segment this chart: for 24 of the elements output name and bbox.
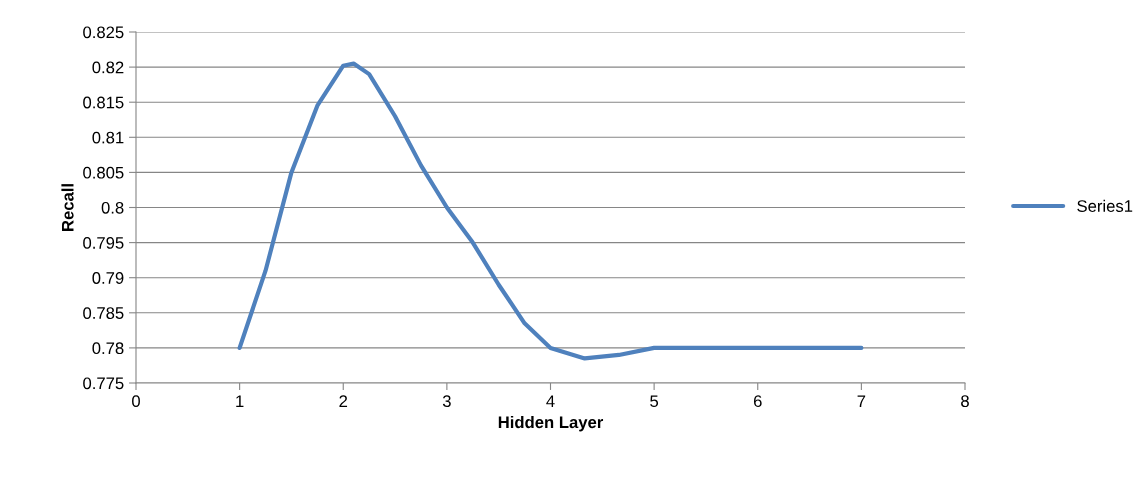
y-tick-label: 0.775 xyxy=(83,377,124,390)
y-tick-label: 0.815 xyxy=(83,96,124,109)
x-tick-label: 8 xyxy=(961,395,969,408)
y-tick-label: 0.805 xyxy=(83,166,124,179)
y-tick-label: 0.82 xyxy=(92,61,124,74)
line-series xyxy=(237,61,864,361)
x-tick-label: 7 xyxy=(857,395,866,407)
y-tick-label: 0.81 xyxy=(92,131,124,144)
y-tick-label: 0.8 xyxy=(101,201,124,214)
x-tick-label: 1 xyxy=(236,395,244,407)
y-tick-label: 0.795 xyxy=(83,237,124,249)
x-tick-label: 4 xyxy=(546,395,555,407)
x-tick-label: 0 xyxy=(132,395,140,408)
x-tick-label: 2 xyxy=(339,395,348,407)
y-tick-label: 0.825 xyxy=(83,26,124,39)
y-tick-label: 0.785 xyxy=(83,307,124,319)
x-axis-title: Hidden Layer xyxy=(498,415,604,432)
x-tick-label: 6 xyxy=(753,395,762,408)
y-tick-label: 0.78 xyxy=(92,342,124,355)
x-tick-label: 5 xyxy=(650,395,659,408)
y-axis-title: Recall xyxy=(61,184,74,231)
x-tick-label: 3 xyxy=(442,395,451,408)
legend-label: Series1 xyxy=(1077,199,1133,212)
y-tick-label: 0.79 xyxy=(92,272,124,284)
